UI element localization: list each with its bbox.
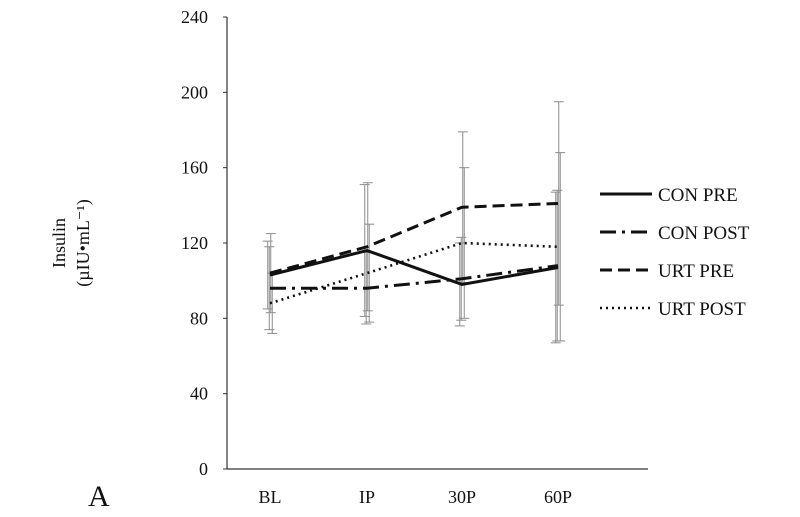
panel-label: A — [88, 480, 110, 513]
x-tick-label: BL — [258, 487, 281, 507]
legend-label: URT PRE — [658, 261, 734, 282]
series-line-urt-post — [269, 241, 559, 305]
y-tick-label: 200 — [181, 82, 208, 102]
y-axis-label: Insulin — [49, 218, 69, 268]
legend-label: URT POST — [658, 299, 746, 320]
legend-label: CON PRE — [658, 185, 738, 206]
x-tick-labels: BL IP 30P 60P — [258, 487, 572, 507]
y-axis-title: Insulin (µIU•mL⁻¹) — [49, 199, 94, 287]
y-tick-label: 0 — [199, 459, 208, 479]
series-line-con-post — [270, 264, 559, 290]
axes — [226, 17, 648, 470]
x-tick-label: IP — [359, 487, 375, 507]
series-line-con-pre — [269, 248, 559, 286]
legend-label: CON POST — [658, 223, 750, 244]
y-tick-label: 40 — [190, 384, 208, 404]
y-tick-label: 160 — [181, 158, 208, 178]
y-tick-label: 80 — [190, 308, 208, 328]
series-line-urt-pre — [269, 201, 559, 275]
legend: CON PRE CON POST URT PRE URT POST — [600, 185, 750, 320]
error-bars — [262, 101, 566, 344]
series-lines — [269, 201, 559, 305]
y-tick-label: 120 — [181, 233, 208, 253]
y-tick-labels: 0 40 80 120 160 200 240 — [181, 7, 227, 479]
x-tick-label: 30P — [448, 487, 476, 507]
x-tick-label: 60P — [544, 487, 572, 507]
y-axis-unit: (µIU•mL⁻¹) — [73, 199, 94, 287]
y-tick-label: 240 — [181, 7, 208, 27]
